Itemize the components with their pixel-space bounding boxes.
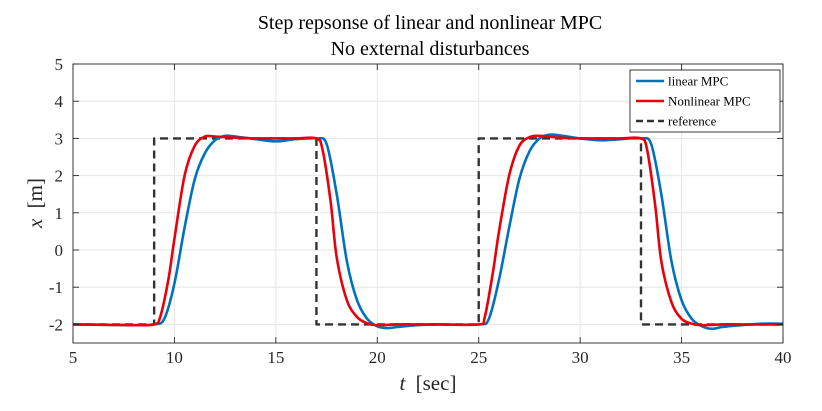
- x-axis-label: t [sec]: [400, 371, 457, 395]
- chart-title-line-1: Step repsonse of linear and nonlinear MP…: [258, 12, 602, 34]
- series-layer: [72, 133, 784, 331]
- x-tick-label: 20: [369, 348, 386, 367]
- y-tick-label: -1: [49, 278, 63, 297]
- x-tick-label: 35: [673, 348, 690, 367]
- legend-label-linear-mpc: linear MPC: [668, 74, 728, 89]
- y-tick-label: 1: [55, 204, 64, 223]
- x-tick-label: 15: [267, 348, 284, 367]
- plot-frame: [72, 63, 784, 344]
- y-tick-label: 4: [55, 92, 64, 111]
- y-tick-label: 2: [55, 167, 64, 186]
- y-axis-variable: x: [23, 218, 47, 229]
- chart-title-line-2: No external disturbances: [331, 38, 530, 60]
- axis-ticks: 5 10 15 20 25 30 35 40 -2 -1 0 1 2 3 4 5: [49, 55, 792, 367]
- y-tick-label: -2: [49, 315, 63, 334]
- y-tick-label: 0: [55, 241, 64, 260]
- x-axis-unit: [sec]: [416, 371, 457, 395]
- y-tick-label: 3: [55, 129, 64, 148]
- y-tick-label: 5: [55, 55, 64, 74]
- y-axis-unit: [m]: [23, 178, 47, 208]
- x-tick-label: 10: [166, 348, 183, 367]
- series-line-nonlinear-mpc: [72, 134, 783, 327]
- x-axis-variable: t: [400, 371, 407, 395]
- y-axis-label: x [m]: [23, 178, 47, 229]
- legend-label-nonlinear-mpc: Nonlinear MPC: [668, 94, 751, 109]
- x-tick-label: 25: [470, 348, 487, 367]
- x-tick-label: 40: [775, 348, 792, 367]
- legend: linear MPC Nonlinear MPC reference: [629, 69, 781, 133]
- x-tick-label: 30: [572, 348, 589, 367]
- x-tick-label: 5: [69, 348, 78, 367]
- legend-label-reference: reference: [668, 114, 717, 129]
